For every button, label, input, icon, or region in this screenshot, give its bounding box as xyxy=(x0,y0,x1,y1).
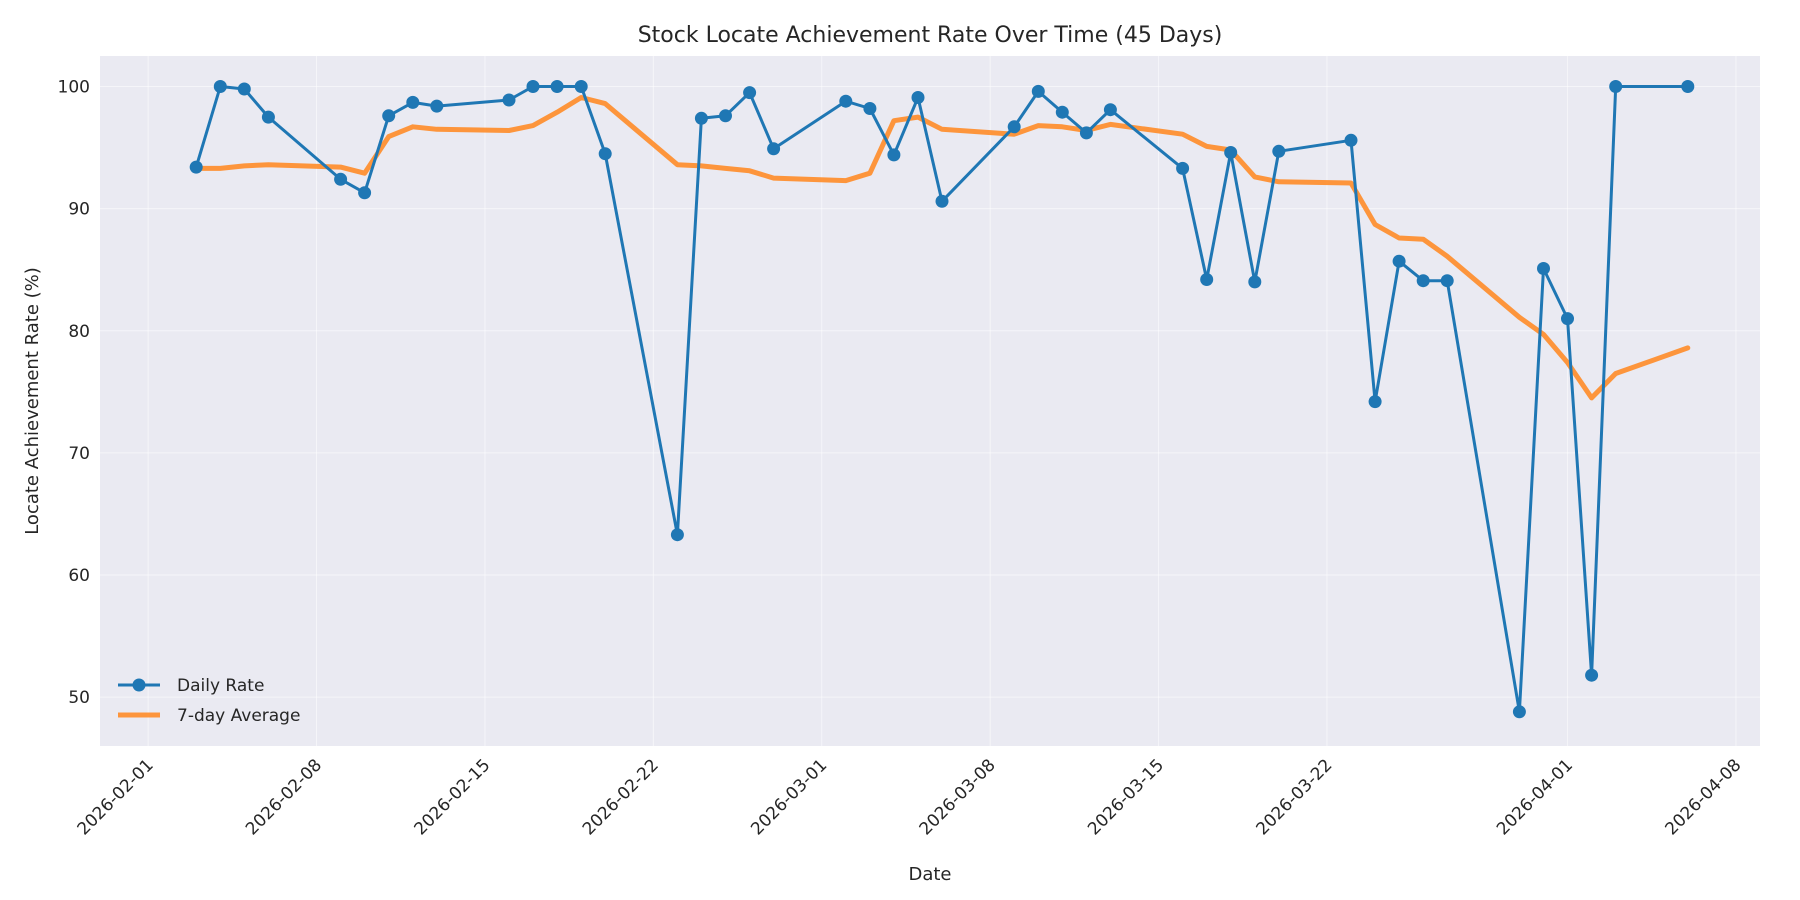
daily-rate-point xyxy=(1031,84,1045,98)
legend-daily-label: Daily Rate xyxy=(177,676,264,696)
daily-rate-point xyxy=(550,80,564,93)
x-tick-label: 2026-03-08 xyxy=(916,755,1000,839)
x-tick-label: 2026-03-01 xyxy=(747,755,831,839)
daily-rate-point xyxy=(1537,262,1550,275)
daily-rate-point xyxy=(382,109,396,123)
daily-rate-point xyxy=(719,109,732,123)
daily-rate-point xyxy=(334,172,348,186)
plot-area xyxy=(100,56,1760,746)
y-tick-label: 90 xyxy=(68,200,90,220)
x-tick-label: 2026-03-22 xyxy=(1252,755,1336,839)
y-axis-label: Locate Achievement Rate (%) xyxy=(22,267,43,535)
daily-rate-point xyxy=(1272,144,1286,158)
series-line-7-day-average xyxy=(193,95,1691,401)
series-layer xyxy=(189,80,1695,719)
x-axis: 2026-02-01 2026-02-08 2026-02-15 2026-02-22… xyxy=(74,755,1746,839)
daily-rate-point xyxy=(743,86,757,100)
daily-rate-point xyxy=(1224,146,1238,159)
daily-rate-point xyxy=(526,80,540,93)
daily-rate-point xyxy=(1585,668,1599,682)
y-axis: 50 60 70 80 90 100 xyxy=(58,78,90,709)
daily-rate-point xyxy=(574,80,588,93)
daily-rate-point xyxy=(1007,120,1021,134)
daily-rate-point xyxy=(430,99,444,113)
x-axis-label: Date xyxy=(908,864,951,885)
y-tick-label: 70 xyxy=(68,444,90,464)
daily-rate-point xyxy=(406,95,420,109)
x-tick-label: 2026-02-22 xyxy=(579,755,663,839)
daily-rate-point xyxy=(1440,274,1454,288)
daily-rate-point xyxy=(1344,133,1358,147)
daily-rate-point xyxy=(694,111,708,125)
daily-rate-point xyxy=(935,194,949,208)
grid xyxy=(100,56,1760,746)
y-tick-label: 60 xyxy=(68,566,90,586)
x-tick-label: 2026-02-08 xyxy=(242,755,326,839)
y-tick-label: 80 xyxy=(68,322,90,342)
daily-rate-point xyxy=(839,94,853,108)
daily-rate-point xyxy=(1079,126,1093,140)
daily-rate-point xyxy=(887,148,901,162)
x-tick-label: 2026-02-01 xyxy=(74,755,158,839)
x-tick-label: 2026-02-15 xyxy=(410,755,494,839)
daily-rate-point xyxy=(1392,254,1406,268)
daily-rate-point xyxy=(1416,274,1430,288)
daily-rate-point xyxy=(911,91,925,104)
daily-rate-point xyxy=(1512,705,1526,719)
y-tick-label: 100 xyxy=(58,78,90,98)
daily-rate-point xyxy=(502,93,516,107)
daily-rate-point xyxy=(189,160,203,174)
daily-rate-point xyxy=(670,528,684,542)
daily-rate-point xyxy=(213,80,227,93)
daily-rate-point xyxy=(237,82,251,96)
daily-rate-point xyxy=(1561,312,1574,326)
daily-rate-point xyxy=(1368,395,1382,409)
daily-rate-point xyxy=(261,110,275,124)
daily-rate-point xyxy=(598,147,612,161)
x-tick-label: 2026-03-15 xyxy=(1084,755,1168,839)
daily-rate-point xyxy=(1176,161,1190,175)
daily-rate-point xyxy=(767,142,781,156)
legend-average-label: 7-day Average xyxy=(177,706,300,726)
daily-rate-point xyxy=(1609,80,1623,93)
x-tick-label: 2026-04-01 xyxy=(1493,755,1577,839)
daily-rate-point xyxy=(863,102,877,115)
legend: Daily Rate 7-day Average xyxy=(118,676,300,726)
daily-rate-point xyxy=(1248,275,1262,289)
daily-rate-point xyxy=(358,186,372,200)
legend-daily-marker xyxy=(132,678,146,692)
x-tick-label: 2026-04-08 xyxy=(1661,755,1745,839)
daily-rate-point xyxy=(1200,273,1214,286)
y-tick-label: 50 xyxy=(68,688,90,708)
daily-rate-point xyxy=(1055,105,1069,119)
daily-rate-point xyxy=(1681,80,1695,93)
chart-title: Stock Locate Achievement Rate Over Time … xyxy=(638,23,1223,48)
daily-rate-point xyxy=(1103,103,1117,117)
